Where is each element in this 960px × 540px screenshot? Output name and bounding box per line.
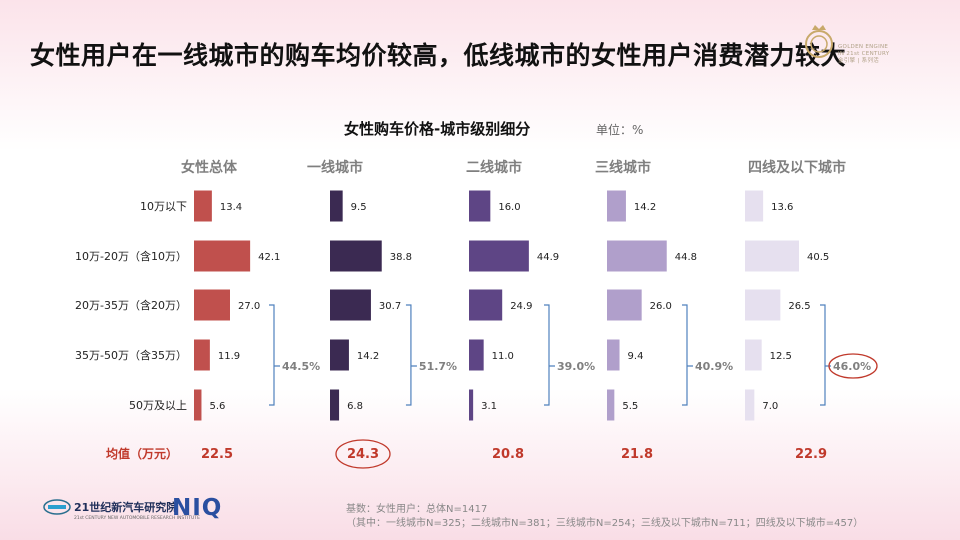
category-label: 35万-50万（含35万） xyxy=(75,348,187,362)
bracket-total-label: 44.5% xyxy=(282,360,320,373)
bar-value-label: 11.9 xyxy=(218,351,240,362)
logo-text-line: GOLDEN ENGINE xyxy=(838,44,889,50)
bar-value-label: 13.6 xyxy=(771,202,793,213)
bar xyxy=(469,339,484,371)
footer-org: 21世纪新汽车研究院 21st CENTURY NEW AUTOMOBILE R… xyxy=(74,499,200,521)
bracket-highlight-circle xyxy=(828,353,878,379)
bar-value-label: 5.6 xyxy=(209,401,225,412)
average-value: 21.8 xyxy=(621,447,653,462)
bar-value-label: 26.5 xyxy=(788,301,810,312)
bar xyxy=(607,389,615,421)
bar-value-label: 11.0 xyxy=(492,351,514,362)
bracket-total-label: 51.7% xyxy=(419,360,457,373)
bar xyxy=(330,339,349,371)
bracket-line xyxy=(544,304,555,406)
bar-value-label: 16.0 xyxy=(498,202,520,213)
average-value: 20.8 xyxy=(492,447,524,462)
golden-engine-logo-icon xyxy=(805,25,833,58)
footnote-breakdown: （其中：一线城市N=325；二线城市N=381；三线城市N=254；三线及以下城… xyxy=(346,518,864,529)
bracket-line xyxy=(405,304,417,406)
footer-org-subtitle: 21st CENTURY NEW AUTOMOBILE RESEARCH INS… xyxy=(74,516,200,521)
bar-value-label: 6.8 xyxy=(347,401,363,412)
average-value: 24.3 xyxy=(347,447,379,462)
bar xyxy=(330,240,382,272)
bar xyxy=(194,289,230,321)
average-value: 22.5 xyxy=(201,447,233,462)
bar xyxy=(607,240,667,272)
bar-value-label: 9.4 xyxy=(628,351,644,362)
bar-value-label: 12.5 xyxy=(770,351,792,362)
average-row-label: 均值（万元） xyxy=(106,446,178,461)
bracket-line xyxy=(820,304,831,406)
bar-value-label: 14.2 xyxy=(357,351,379,362)
bar-value-label: 26.0 xyxy=(650,301,672,312)
footnote-base: 基数：女性用户：总体N=1417 xyxy=(346,504,488,515)
logo-text: GOLDEN ENGINE IN 21st CENTURY 金引擎 | 系列活 xyxy=(838,44,948,65)
bar xyxy=(745,289,781,321)
bar-value-label: 9.5 xyxy=(351,202,367,213)
bracket-total-label: 40.9% xyxy=(695,360,733,373)
research-institute-logo-icon xyxy=(43,499,71,515)
bar xyxy=(745,240,799,272)
series-header: 二线城市 xyxy=(466,159,522,176)
bar-value-label: 13.4 xyxy=(220,202,242,213)
bar xyxy=(745,389,755,421)
unit-label: 单位：% xyxy=(596,123,644,137)
bar xyxy=(330,190,343,222)
bar xyxy=(607,190,626,222)
bracket-line xyxy=(682,304,693,406)
bar-value-label: 42.1 xyxy=(258,252,280,263)
bar xyxy=(194,240,251,272)
footnote: 基数：女性用户：总体N=1417 （其中：一线城市N=325；二线城市N=381… xyxy=(346,503,863,531)
footer-org-name: 21世纪新汽车研究院 xyxy=(74,501,178,514)
niq-logo: NIQ xyxy=(172,495,223,521)
bar xyxy=(469,190,491,222)
bar-value-label: 3.1 xyxy=(481,401,497,412)
bracket-line xyxy=(269,304,280,406)
series-header: 四线及以下城市 xyxy=(748,159,846,176)
category-label: 10万-20万（含10万） xyxy=(75,249,187,263)
category-label: 20万-35万（含20万） xyxy=(75,298,187,312)
bar xyxy=(469,289,503,321)
bar xyxy=(745,339,762,371)
bar-value-label: 38.8 xyxy=(390,252,412,263)
bar xyxy=(194,389,202,421)
slide-title: 女性用户在一线城市的购车均价较高，低线城市的女性用户消费潜力较大 xyxy=(30,41,847,70)
series-header: 女性总体 xyxy=(181,159,238,176)
series-header: 三线城市 xyxy=(595,159,651,176)
bar-value-label: 24.9 xyxy=(510,301,532,312)
bar-value-label: 5.5 xyxy=(622,401,638,412)
bar xyxy=(194,190,212,222)
bar-value-label: 14.2 xyxy=(634,202,656,213)
average-value: 22.9 xyxy=(795,447,827,462)
chart-title: 女性购车价格-城市级别细分 xyxy=(344,120,531,138)
bar-value-label: 30.7 xyxy=(379,301,401,312)
bar xyxy=(607,339,620,371)
average-highlight-circle xyxy=(335,439,391,469)
bar xyxy=(607,289,642,321)
bar xyxy=(469,389,474,421)
bar-value-label: 44.9 xyxy=(537,252,559,263)
bar xyxy=(330,289,371,321)
bracket-total-label: 39.0% xyxy=(557,360,595,373)
bar-value-label: 27.0 xyxy=(238,301,260,312)
series-header: 一线城市 xyxy=(307,159,363,176)
bar xyxy=(330,389,340,421)
category-label: 10万以下 xyxy=(140,200,187,213)
category-label: 50万及以上 xyxy=(129,399,187,412)
bar-value-label: 7.0 xyxy=(762,401,778,412)
logo-text-line: 金引擎 | 系列活 xyxy=(838,58,880,64)
bracket-total-label: 46.0% xyxy=(833,360,871,373)
bar xyxy=(745,190,764,222)
bar xyxy=(194,339,210,371)
bar-value-label: 44.8 xyxy=(675,252,697,263)
bar xyxy=(469,240,529,272)
bar-value-label: 40.5 xyxy=(807,252,829,263)
logo-text-line: IN 21st CENTURY xyxy=(838,51,890,57)
